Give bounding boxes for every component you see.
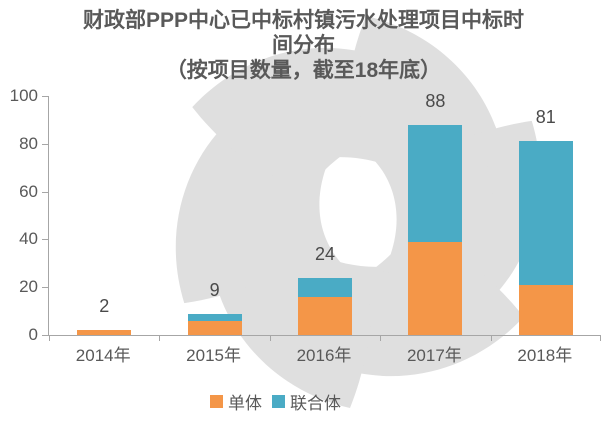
- legend-item-series1: 联合体: [272, 389, 341, 414]
- y-axis-tick-mark: [42, 287, 48, 289]
- bar-total-label: 81: [535, 107, 556, 128]
- y-axis-tick-mark: [42, 191, 48, 193]
- chart-title: 财政部PPP中心已中标村镇污水处理项目中标时 间分布 （按项目数量，截至18年底…: [0, 8, 607, 83]
- x-axis-tick-mark: [269, 336, 271, 341]
- y-axis-tick-label: 100: [9, 86, 38, 105]
- x-axis-tick-mark: [600, 336, 601, 341]
- x-axis-tick-mark: [380, 336, 382, 341]
- bar-total-label: 24: [314, 243, 335, 264]
- plot-area: 2 9 24 88 81: [48, 91, 601, 341]
- y-axis-tick-label: 20: [19, 277, 38, 297]
- bar-segment-series0-2016: [298, 296, 352, 335]
- legend-label: 单体: [228, 394, 262, 413]
- bar-total-label: 88: [425, 90, 446, 111]
- y-axis-tick-mark: [42, 96, 48, 97]
- x-axis-label: 2017年: [406, 346, 462, 365]
- y-axis-tick-label: 60: [19, 181, 38, 201]
- y-axis-tick-label: 40: [19, 229, 38, 249]
- bar-segment-series0-2018: [518, 284, 573, 335]
- bar-total-label: 2: [99, 296, 110, 317]
- chart-title-line1: 财政部PPP中心已中标村镇污水处理项目中标时: [82, 9, 525, 32]
- bar-segment-series0-2015: [187, 320, 242, 335]
- legend-swatch: [272, 395, 285, 408]
- chart-title-line2: 间分布: [272, 34, 335, 57]
- y-axis-tick-mark: [42, 143, 48, 145]
- legend-label: 联合体: [290, 394, 341, 413]
- x-axis-tick-mark: [159, 336, 161, 341]
- legend: 单体 联合体: [0, 389, 551, 414]
- bar-segment-series0-2017: [408, 241, 463, 335]
- x-axis-label: 2016年: [296, 346, 352, 365]
- bar-segment-series1-2017: [408, 124, 463, 242]
- bar-segment-series1-2018: [518, 141, 573, 285]
- y-axis-tick-label: 80: [19, 133, 38, 153]
- legend-item-series0: 单体: [210, 389, 262, 414]
- x-axis-label: 2018年: [517, 346, 573, 365]
- bar-segment-series0-2014: [77, 330, 132, 335]
- legend-swatch: [210, 395, 223, 408]
- bar-total-label: 9: [209, 279, 220, 300]
- bar-segment-series1-2015: [187, 313, 242, 321]
- x-axis-tick-mark: [49, 336, 50, 341]
- y-axis-tick-mark: [42, 335, 48, 336]
- y-axis-tick-mark: [42, 239, 48, 241]
- bar-segment-series1-2016: [298, 277, 352, 297]
- chart-subtitle: （按项目数量，截至18年底）: [165, 59, 442, 82]
- x-axis-label: 2014年: [75, 346, 131, 365]
- x-axis-tick-mark: [490, 336, 492, 341]
- y-axis-tick-label: 0: [28, 325, 38, 344]
- x-axis-label: 2015年: [186, 346, 241, 365]
